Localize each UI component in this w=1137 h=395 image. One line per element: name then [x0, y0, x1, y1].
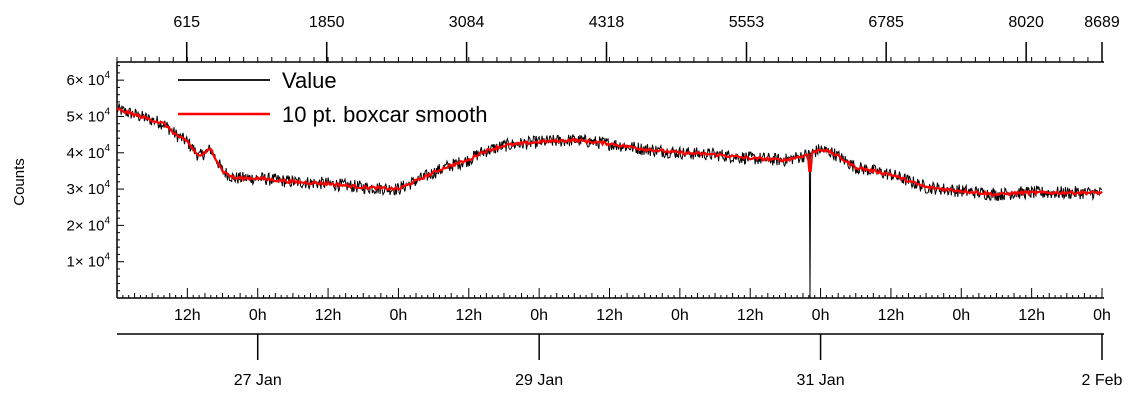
y-tick-exponent: 4 — [104, 252, 110, 263]
hour-tick-label: 0h — [671, 307, 689, 324]
y-tick-multiplier: × 10 — [75, 108, 105, 125]
hour-tick-label: 12h — [878, 307, 905, 324]
y-axis-label: Counts — [11, 158, 28, 206]
legend-label: Value — [282, 68, 337, 93]
series-line-smooth — [116, 107, 1103, 197]
top-axis: 615 1850 3084 4318 5553 6785 8020 8689 — [116, 14, 1120, 63]
y-tick-mantissa: 5 — [66, 108, 74, 125]
hour-tick-label: 12h — [455, 307, 482, 324]
hour-tick-label: 12h — [1018, 307, 1045, 324]
legend-label: 10 pt. boxcar smooth — [282, 102, 487, 127]
series-layer — [116, 103, 1103, 299]
y-tick-exponent: 4 — [104, 70, 110, 81]
date-tick-label: 27 Jan — [234, 372, 282, 389]
y-tick-multiplier: × 10 — [75, 254, 105, 271]
top-tick-label: 3084 — [449, 14, 485, 31]
top-tick-label: 6785 — [868, 14, 904, 31]
y-tick-mantissa: 3 — [66, 181, 74, 198]
hour-tick-label: 0h — [1093, 307, 1111, 324]
y-tick-multiplier: × 10 — [75, 72, 105, 89]
top-tick-label: 5553 — [729, 14, 765, 31]
y-tick-label: 1× 104 — [66, 252, 110, 271]
hour-tick-label: 0h — [530, 307, 548, 324]
top-tick-label: 8020 — [1008, 14, 1044, 31]
y-tick-multiplier: × 10 — [75, 145, 105, 162]
y-tick-label: 4× 104 — [66, 143, 110, 162]
hour-tick-label: 0h — [952, 307, 970, 324]
y-tick-mantissa: 2 — [66, 217, 74, 234]
legend: Value 10 pt. boxcar smooth — [178, 68, 487, 127]
hour-tick-label: 12h — [315, 307, 342, 324]
y-tick-mantissa: 4 — [66, 145, 74, 162]
y-tick-label: 3× 104 — [66, 179, 110, 198]
hour-tick-label: 12h — [174, 307, 201, 324]
y-tick-exponent: 4 — [104, 215, 110, 226]
y-tick-mantissa: 6 — [66, 72, 74, 89]
y-tick-exponent: 4 — [104, 143, 110, 154]
y-tick-multiplier: × 10 — [75, 181, 105, 198]
y-tick-exponent: 4 — [104, 106, 110, 117]
y-tick-multiplier: × 10 — [75, 217, 105, 234]
hour-tick-label: 0h — [812, 307, 830, 324]
hour-tick-label: 12h — [596, 307, 623, 324]
hour-tick-label: 12h — [737, 307, 764, 324]
top-tick-label: 4318 — [589, 14, 625, 31]
date-tick-label: 2 Feb — [1082, 372, 1123, 389]
date-tick-label: 31 Jan — [797, 372, 845, 389]
top-tick-label: 615 — [173, 14, 200, 31]
y-tick-mantissa: 1 — [66, 254, 74, 271]
y-tick-exponent: 4 — [104, 179, 110, 190]
hour-tick-label: 0h — [390, 307, 408, 324]
series-line-value — [116, 103, 1103, 299]
y-tick-label: 2× 104 — [66, 215, 110, 234]
bottom-axis: 12h 0h 12h 0h 12h 0h 12h 0h 12h 0h 12h 0h 12h 0h 27 Ja… — [116, 288, 1123, 389]
top-tick-label: 8689 — [1084, 14, 1120, 31]
hour-tick-label: 0h — [249, 307, 267, 324]
date-tick-label: 29 Jan — [515, 372, 563, 389]
y-tick-label: 6× 104 — [66, 70, 110, 89]
top-tick-label: 1850 — [309, 14, 345, 31]
y-tick-label: 5× 104 — [66, 106, 110, 125]
